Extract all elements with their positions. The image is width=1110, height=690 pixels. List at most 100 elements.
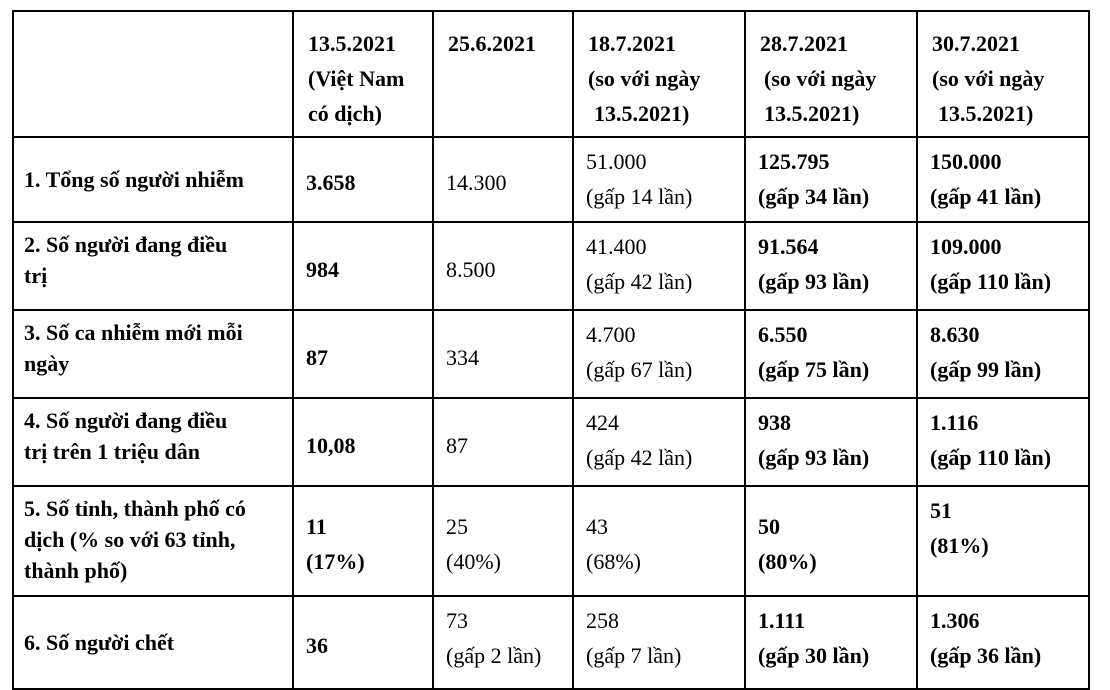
value-cell: 984 (292, 221, 434, 311)
value-line: (gấp 42 lần) (586, 445, 693, 470)
value-cell: 424 (gấp 42 lần) (572, 397, 746, 487)
header-row: 13.5.2021 (Việt Nam có dịch) 25.6.2021 1… (12, 10, 1090, 138)
value-cell: 3.658 (292, 136, 434, 223)
header-cell: 13.5.2021 (Việt Nam có dịch) (292, 10, 434, 138)
value-line: (gấp 7 lần) (586, 643, 682, 668)
header-cell: 28.7.2021 (so với ngày 13.5.2021) (744, 10, 918, 138)
value-line: (gấp 34 lần) (758, 184, 870, 209)
value-line: 109.000 (930, 234, 1002, 259)
row-label: 1. Tổng số người nhiễm (12, 136, 294, 223)
value-line: 25 (446, 514, 468, 539)
value-line: (gấp 99 lần) (930, 357, 1042, 382)
value-cell: 25 (40%) (432, 485, 574, 597)
value-line: 125.795 (758, 149, 830, 174)
value-line: 51.000 (586, 149, 647, 174)
value-line: (gấp 36 lần) (930, 643, 1042, 668)
value-line: 1.306 (930, 608, 980, 633)
label-line: 4. Số người đang điều (24, 408, 228, 433)
value-line: (17%) (306, 549, 365, 574)
value-line: 50 (758, 514, 780, 539)
value-cell: 14.300 (432, 136, 574, 223)
value-cell: 51.000 (gấp 14 lần) (572, 136, 746, 223)
value-line: 36 (306, 633, 328, 658)
value-line: (gấp 14 lần) (586, 184, 693, 209)
value-line: (gấp 30 lần) (758, 643, 870, 668)
label-line: 1. Tổng số người nhiễm (24, 167, 244, 192)
value-line: 10,08 (306, 432, 356, 458)
value-line: 984 (306, 256, 339, 282)
value-cell: 73 (gấp 2 lần) (432, 595, 574, 690)
row-label: 6. Số người chết (12, 595, 294, 690)
value-cell: 8.630 (gấp 99 lần) (916, 309, 1090, 399)
value-line: 424 (586, 410, 619, 435)
value-line: (40%) (446, 549, 501, 574)
value-cell: 125.795 (gấp 34 lần) (744, 136, 918, 223)
value-line: (gấp 2 lần) (446, 643, 542, 668)
value-cell: 41.400 (gấp 42 lần) (572, 221, 746, 311)
label-line: 6. Số người chết (24, 630, 175, 655)
value-line: 87 (446, 432, 468, 458)
value-line: 938 (758, 410, 791, 435)
value-cell: 50 (80%) (744, 485, 918, 597)
value-cell: 938 (gấp 93 lần) (744, 397, 918, 487)
value-line: 14.300 (446, 170, 507, 195)
value-cell: 1.116 (gấp 110 lần) (916, 397, 1090, 487)
value-cell: 10,08 (292, 397, 434, 487)
table-row: 2. Số người đang điều trị 984 8.500 41.4… (12, 221, 1090, 311)
value-line: 11 (306, 514, 327, 539)
value-cell: 109.000 (gấp 110 lần) (916, 221, 1090, 311)
header-line: 13.5.2021) (938, 101, 1034, 126)
value-line: 87 (306, 344, 328, 370)
value-cell: 87 (432, 397, 574, 487)
header-line: (Việt Nam (308, 66, 405, 91)
header-line: 28.7.2021 (760, 31, 848, 56)
value-line: (gấp 93 lần) (758, 445, 870, 470)
value-line: (gấp 93 lần) (758, 269, 870, 294)
value-line: 4.700 (586, 322, 636, 347)
header-line: 13.5.2021) (594, 101, 690, 126)
value-line: 258 (586, 608, 619, 633)
value-cell: 1.111 (gấp 30 lần) (744, 595, 918, 690)
value-cell: 8.500 (432, 221, 574, 311)
label-line: ngày (24, 351, 70, 376)
row-label: 2. Số người đang điều trị (12, 221, 294, 311)
header-empty-cell (12, 10, 294, 138)
value-line: (81%) (930, 533, 989, 558)
table-row: 5. Số tỉnh, thành phố có dịch (% so với … (12, 485, 1090, 597)
value-line: 334 (446, 344, 479, 370)
header-cell: 25.6.2021 (432, 10, 574, 138)
label-line: trị (24, 263, 48, 288)
table-row: 1. Tổng số người nhiễm 3.658 14.300 51.0… (12, 136, 1090, 223)
value-cell: 1.306 (gấp 36 lần) (916, 595, 1090, 690)
value-cell: 258 (gấp 7 lần) (572, 595, 746, 690)
value-line: (gấp 110 lần) (930, 269, 1052, 294)
header-line: 25.6.2021 (448, 31, 536, 56)
value-cell: 36 (292, 595, 434, 690)
value-line: 51 (930, 498, 952, 523)
header-line: 18.7.2021 (588, 31, 676, 56)
value-line: (gấp 42 lần) (586, 269, 693, 294)
header-line: có dịch) (308, 101, 382, 126)
value-line: 150.000 (930, 149, 1002, 174)
header-line: (so với ngày (588, 66, 701, 91)
value-line: 8.500 (446, 256, 496, 282)
label-line: thành phố) (24, 558, 128, 583)
label-line: 3. Số ca nhiễm mới mỗi (24, 320, 243, 345)
value-cell: 334 (432, 309, 574, 399)
header-line: (so với ngày (932, 66, 1045, 91)
header-line: (so với ngày (764, 66, 877, 91)
row-label: 3. Số ca nhiễm mới mỗi ngày (12, 309, 294, 399)
value-cell: 51 (81%) (916, 485, 1090, 597)
header-line: 13.5.2021 (308, 31, 396, 56)
value-line: (gấp 75 lần) (758, 357, 870, 382)
table-row: 6. Số người chết 36 73 (gấp 2 lần) 258 (… (12, 595, 1090, 690)
value-line: 91.564 (758, 234, 819, 259)
header-line: 13.5.2021) (764, 101, 860, 126)
value-cell: 11 (17%) (292, 485, 434, 597)
value-line: 3.658 (306, 170, 356, 195)
header-cell: 18.7.2021 (so với ngày 13.5.2021) (572, 10, 746, 138)
value-cell: 43 (68%) (572, 485, 746, 597)
label-line: 5. Số tỉnh, thành phố có (24, 496, 246, 521)
row-label: 5. Số tỉnh, thành phố có dịch (% so với … (12, 485, 294, 597)
value-line: 6.550 (758, 322, 808, 347)
